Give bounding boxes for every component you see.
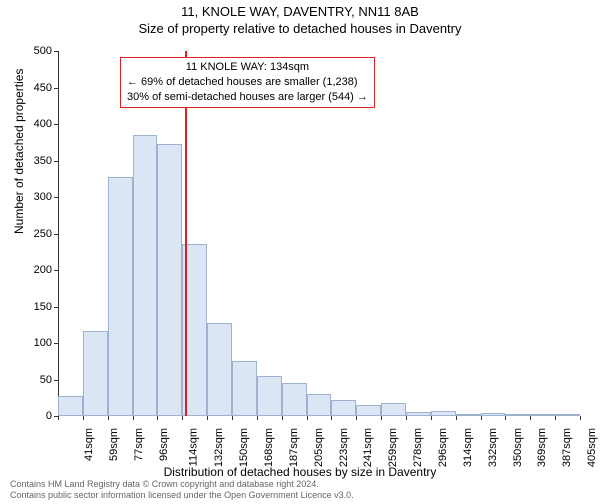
x-tick-mark [307, 416, 308, 420]
x-tick-mark [530, 416, 531, 420]
x-tick-mark [406, 416, 407, 420]
chart-container: 11, KNOLE WAY, DAVENTRY, NN11 8AB Size o… [0, 4, 600, 504]
histogram-bar [505, 414, 530, 416]
y-tick-mark [54, 161, 58, 162]
histogram-bar [157, 144, 182, 416]
y-tick-mark [54, 343, 58, 344]
histogram-bar [381, 403, 406, 416]
y-tick-mark [54, 380, 58, 381]
x-tick-mark [207, 416, 208, 420]
x-tick-label: 114sqm [188, 428, 200, 466]
x-tick-label: 59sqm [108, 428, 120, 461]
y-tick-label: 400 [22, 118, 52, 130]
histogram-bar [481, 413, 506, 416]
x-tick-mark [182, 416, 183, 420]
x-tick-label: 223sqm [338, 428, 350, 467]
y-tick-label: 100 [22, 337, 52, 349]
histogram-bar [456, 414, 481, 416]
x-tick-mark [580, 416, 581, 420]
x-tick-label: 296sqm [437, 428, 449, 467]
x-tick-label: 187sqm [288, 428, 300, 467]
histogram-bar [232, 361, 257, 416]
x-tick-mark [481, 416, 482, 420]
x-tick-label: 350sqm [512, 428, 524, 467]
y-tick-mark [54, 270, 58, 271]
x-tick-label: 332sqm [487, 428, 499, 467]
histogram-bar [356, 405, 381, 416]
x-tick-mark [108, 416, 109, 420]
x-tick-mark [356, 416, 357, 420]
x-tick-label: 387sqm [561, 428, 573, 467]
x-tick-label: 314sqm [462, 428, 474, 467]
y-tick-label: 500 [22, 45, 52, 57]
y-tick-label: 0 [22, 410, 52, 422]
x-tick-mark [431, 416, 432, 420]
annotation-line1: 11 KNOLE WAY: 134sqm [127, 60, 368, 75]
footer-text: Contains HM Land Registry data © Crown c… [10, 479, 354, 501]
x-tick-mark [282, 416, 283, 420]
chart-title: 11, KNOLE WAY, DAVENTRY, NN11 8AB [0, 4, 600, 19]
x-tick-mark [58, 416, 59, 420]
x-tick-mark [257, 416, 258, 420]
x-tick-label: 168sqm [263, 428, 275, 467]
x-tick-label: 150sqm [238, 428, 250, 467]
histogram-bar [406, 412, 431, 416]
annotation-line2: ← 69% of detached houses are smaller (1,… [127, 75, 368, 90]
y-tick-mark [54, 88, 58, 89]
histogram-bar [307, 394, 332, 416]
x-tick-label: 278sqm [412, 428, 424, 467]
x-tick-label: 41sqm [83, 428, 95, 461]
y-tick-mark [54, 124, 58, 125]
y-tick-label: 50 [22, 374, 52, 386]
x-tick-mark [555, 416, 556, 420]
y-tick-label: 200 [22, 264, 52, 276]
histogram-bar [133, 135, 158, 416]
histogram-bar [83, 331, 108, 416]
y-tick-label: 150 [22, 301, 52, 313]
histogram-bar [207, 323, 232, 416]
chart-subtitle: Size of property relative to detached ho… [0, 21, 600, 36]
y-tick-mark [54, 197, 58, 198]
footer-line2: Contains public sector information licen… [10, 490, 354, 501]
x-tick-mark [157, 416, 158, 420]
annotation-box: 11 KNOLE WAY: 134sqm ← 69% of detached h… [120, 57, 375, 108]
y-tick-label: 450 [22, 82, 52, 94]
x-tick-label: 369sqm [537, 428, 549, 467]
x-tick-label: 259sqm [387, 428, 399, 467]
annotation-line3: 30% of semi-detached houses are larger (… [127, 90, 368, 105]
y-tick-mark [54, 51, 58, 52]
y-tick-label: 300 [22, 191, 52, 203]
y-tick-mark [54, 307, 58, 308]
x-tick-mark [232, 416, 233, 420]
x-tick-label: 205sqm [313, 428, 325, 467]
x-axis-title: Distribution of detached houses by size … [0, 465, 600, 479]
x-tick-mark [331, 416, 332, 420]
plot-area: 050100150200250300350400450500 41sqm59sq… [58, 51, 580, 416]
x-tick-label: 132sqm [213, 428, 225, 467]
y-tick-mark [54, 234, 58, 235]
footer-line1: Contains HM Land Registry data © Crown c… [10, 479, 354, 490]
histogram-bar [257, 376, 282, 416]
histogram-bar [530, 414, 555, 416]
y-tick-label: 250 [22, 228, 52, 240]
x-tick-mark [83, 416, 84, 420]
histogram-bar [282, 383, 307, 416]
x-tick-label: 405sqm [586, 428, 598, 467]
histogram-bar [331, 400, 356, 416]
y-tick-label: 350 [22, 155, 52, 167]
x-tick-label: 241sqm [363, 428, 375, 467]
histogram-bar [431, 411, 456, 416]
x-tick-label: 77sqm [133, 428, 145, 461]
x-tick-mark [381, 416, 382, 420]
x-tick-mark [133, 416, 134, 420]
histogram-bar [58, 396, 83, 416]
x-tick-label: 96sqm [158, 428, 170, 461]
x-tick-mark [456, 416, 457, 420]
x-tick-mark [505, 416, 506, 420]
histogram-bar [555, 414, 580, 416]
histogram-bar [108, 177, 133, 416]
